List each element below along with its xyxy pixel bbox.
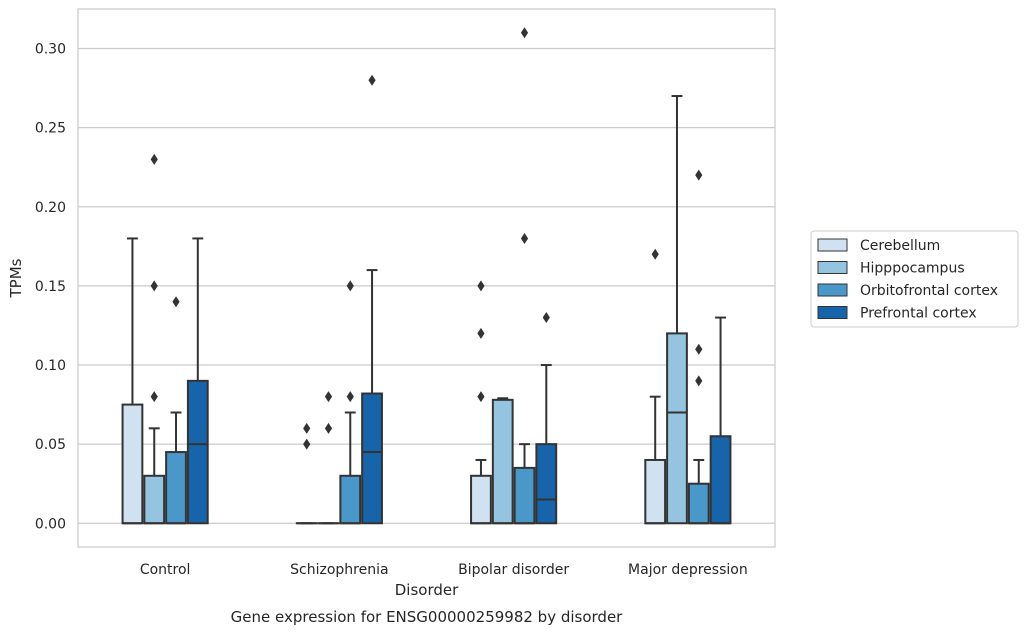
box-group [644, 248, 667, 525]
y-tick-label: 0.05 [35, 437, 66, 453]
outlier-marker [324, 422, 333, 434]
outlier-marker [150, 391, 158, 403]
outlier-marker [303, 438, 311, 450]
y-tick-labels: 0.00 0.05 0.10 0.15 0.20 0.25 0.30 [35, 42, 66, 533]
box-group [513, 27, 536, 525]
x-tick-labels: Control Schizophrenia Bipolar disorder Majo… [140, 562, 748, 578]
outlier-marker [695, 375, 703, 387]
box-group [709, 316, 732, 525]
box-group [535, 312, 558, 525]
x-tick-label: Bipolar disorder [458, 562, 569, 578]
outlier-marker [477, 391, 485, 403]
box [535, 443, 558, 525]
box-group [121, 237, 144, 525]
box [644, 458, 667, 525]
outlier-marker [651, 248, 659, 260]
outlier-marker [695, 169, 703, 181]
y-tick-label: 0.25 [35, 121, 66, 137]
outlier-marker [150, 280, 158, 292]
box [709, 435, 732, 525]
legend-swatch [817, 306, 848, 319]
y-tick-label: 0.15 [35, 279, 66, 295]
outlier-marker [346, 391, 354, 403]
box [165, 451, 187, 525]
box-group [687, 169, 710, 525]
y-tick-label: 0.30 [35, 42, 66, 58]
outlier-marker [324, 391, 333, 403]
box [186, 379, 209, 525]
outlier-marker [542, 312, 550, 324]
box-group [361, 74, 383, 525]
box-group [491, 397, 514, 525]
box-series [121, 27, 732, 525]
legend-label: Prefrontal cortex [860, 306, 977, 322]
plot-area-frame [77, 8, 776, 548]
legend-frame [810, 230, 1019, 328]
box [491, 398, 514, 525]
box [143, 474, 166, 525]
legend-swatch [817, 238, 848, 252]
y-tick-label: 0.00 [35, 516, 66, 532]
box [470, 474, 492, 525]
outlier-marker [303, 422, 311, 434]
outlier-marker [477, 280, 485, 292]
legend-swatch [817, 283, 848, 297]
outlier-marker [520, 27, 529, 39]
legend-label: Cerebellum [860, 238, 940, 254]
box [339, 474, 362, 525]
y-tick-label: 0.20 [35, 200, 66, 216]
x-tick-label: Major depression [628, 562, 748, 578]
box-group [666, 95, 688, 525]
box-group [317, 391, 340, 525]
box [513, 466, 536, 525]
legend-label: Hipppocampus [860, 261, 965, 277]
chart-title: Gene expression for ENSG00000259982 by d… [231, 608, 624, 626]
box [666, 332, 688, 525]
outlier-marker [346, 280, 354, 292]
outlier-marker [150, 153, 158, 165]
box-group [295, 422, 318, 525]
box-group [186, 237, 209, 525]
y-axis-label: TPMs [7, 258, 25, 298]
box-group [470, 280, 492, 525]
outlier-marker [695, 343, 703, 355]
x-tick-label: Schizophrenia [290, 562, 388, 578]
outlier-marker [368, 74, 376, 86]
y-tick-label: 0.10 [35, 358, 66, 374]
legend: Cerebellum Hipppocampus Orbitofrontal cort… [810, 230, 1019, 328]
outlier-marker [520, 232, 529, 244]
outlier-marker [477, 327, 485, 339]
box [121, 403, 144, 525]
outlier-marker [172, 296, 180, 308]
box-group [165, 296, 187, 525]
box-group [143, 153, 166, 525]
x-tick-label: Control [140, 562, 191, 578]
legend-swatch [817, 261, 848, 274]
box [361, 392, 383, 525]
box [687, 482, 710, 525]
legend-label: Orbitofrontal cortex [860, 283, 998, 299]
x-axis-label: Disorder [395, 581, 459, 599]
box-group [339, 280, 362, 525]
